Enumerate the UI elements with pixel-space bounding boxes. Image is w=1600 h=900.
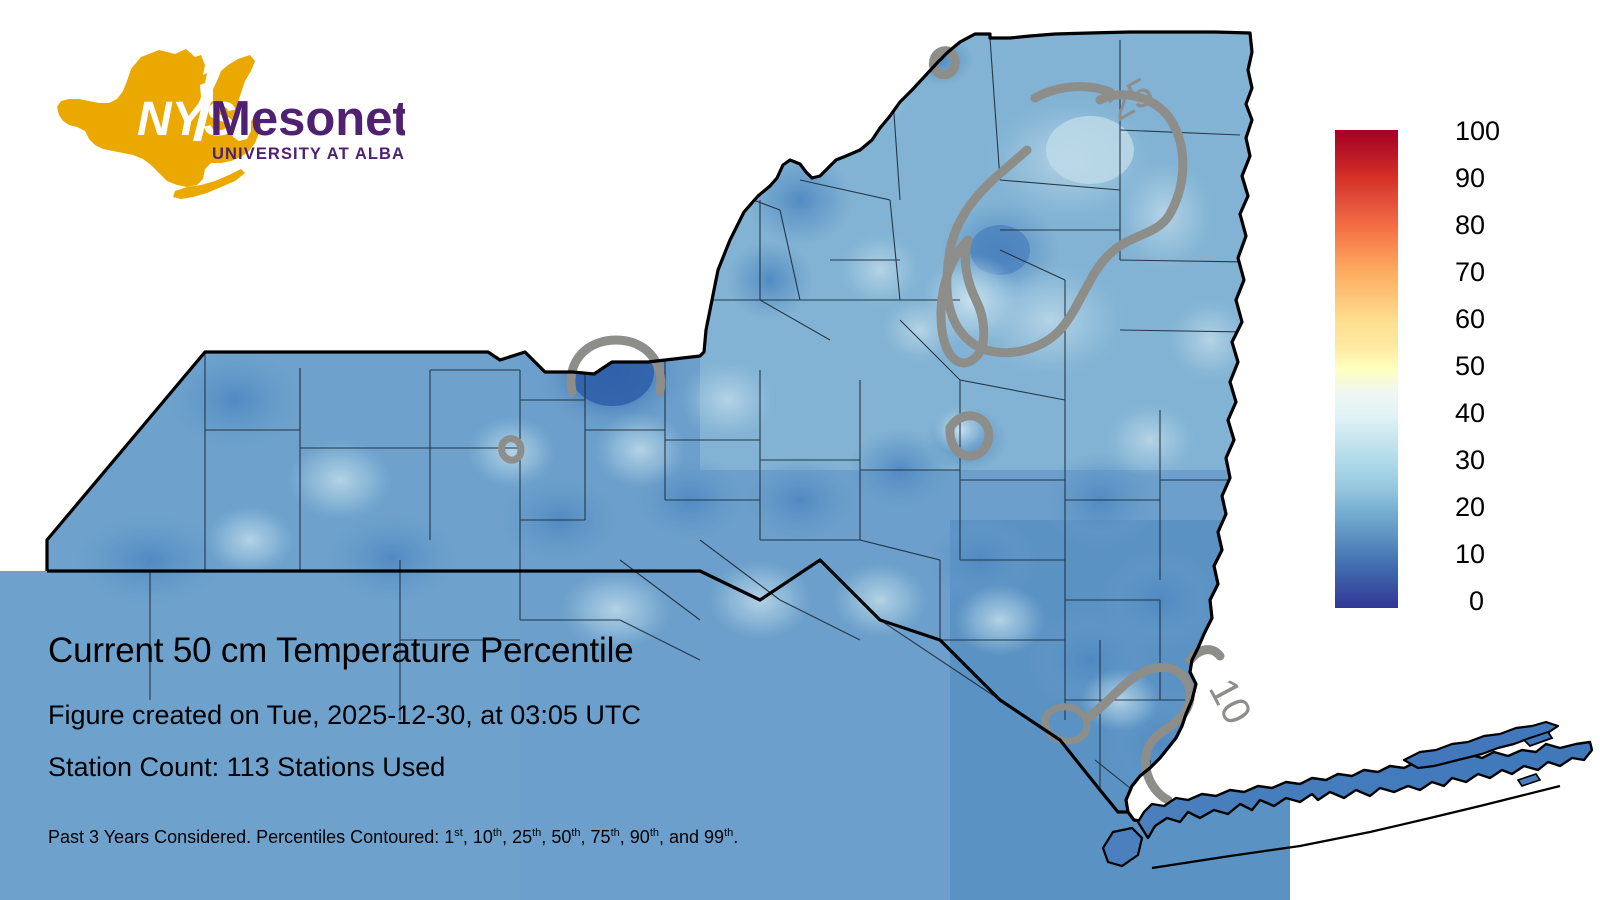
percentile-footnote: Past 3 Years Considered. Percentiles Con… <box>48 827 739 847</box>
map-panel: 25 10 <box>0 30 1290 900</box>
footnote-p50: 50 <box>551 827 572 847</box>
footnote-p75: 75 <box>590 827 611 847</box>
contour-label-10: 10 <box>1200 672 1260 732</box>
colorbar-tick-50: 50 <box>1455 351 1486 381</box>
footnote-sup-99: th <box>724 827 734 839</box>
colorbar-tick-100: 100 <box>1455 116 1501 146</box>
logo-divider <box>193 93 213 141</box>
colorbar-tick-60: 60 <box>1455 304 1486 334</box>
new-york-state-outline <box>45 30 1254 824</box>
figure-created-timestamp: Figure created on Tue, 2025-12-30, at 03… <box>48 700 641 730</box>
logo-long-island <box>173 169 245 199</box>
station-count-text: Station Count: 113 Stations Used <box>48 752 446 782</box>
nys-mesonet-logo: NYS Mesonet UNIVERSITY AT ALBANY <box>55 45 405 215</box>
colorbar-tick-10: 10 <box>1455 539 1486 569</box>
colorbar-tick-90: 90 <box>1455 163 1486 193</box>
colorbar-panel: 100 90 80 70 60 50 40 30 20 10 0 <box>1335 118 1585 618</box>
long-island-north-fork <box>1402 720 1560 770</box>
contour-25 <box>942 90 1188 358</box>
contour-25-adirondack-loop <box>936 235 989 368</box>
logo-state-shape <box>57 49 261 187</box>
footnote-sup-1: st <box>454 827 463 839</box>
contour-small-north <box>928 46 960 80</box>
colorbar-tick-80: 80 <box>1455 210 1486 240</box>
plum-island <box>1516 773 1542 787</box>
contour-10-rochester <box>566 335 666 397</box>
logo-island-dot <box>155 163 165 169</box>
footnote-sup-90: th <box>649 827 659 839</box>
colorbar-tick-70: 70 <box>1455 257 1486 287</box>
footnote-tail: . <box>733 827 739 847</box>
footnote-sup-50: th <box>571 827 581 839</box>
page-title: Current 50 cm Temperature Percentile <box>48 631 634 670</box>
footnote-p10: 10 <box>472 827 493 847</box>
colorbar-tick-0: 0 <box>1469 586 1485 616</box>
contour-25-tail <box>1030 82 1115 103</box>
footnote-lead: Past 3 Years Considered. Percentiles Con… <box>48 827 445 847</box>
logo-nys-text: NYS <box>137 93 236 146</box>
footnote-sup-75: th <box>610 827 620 839</box>
footnote-p25: 25 <box>512 827 533 847</box>
logo-mesonet-text: Mesonet <box>210 92 405 146</box>
colorbar-tick-20: 20 <box>1455 492 1486 522</box>
footnote-sup-25: th <box>532 827 542 839</box>
percentile-contour-lines <box>498 46 1225 805</box>
footnote-p99: 99 <box>704 827 725 847</box>
contour-small-west <box>498 435 525 464</box>
footnote-p1: 1 <box>444 827 455 847</box>
logo-university-text: UNIVERSITY AT ALBANY <box>212 145 405 163</box>
footnote-sup-10: th <box>492 827 503 839</box>
colorbar-tick-40: 40 <box>1455 398 1486 428</box>
percentile-colorbar-gradient <box>1335 130 1398 608</box>
fishers-island <box>1522 730 1554 748</box>
footnote-p90: 90 <box>629 827 650 847</box>
colorbar-tick-labels: 100 90 80 70 60 50 40 30 20 10 0 <box>1455 118 1585 620</box>
contour-small-mohawk <box>945 411 994 461</box>
colorbar-tick-30: 30 <box>1455 445 1486 475</box>
